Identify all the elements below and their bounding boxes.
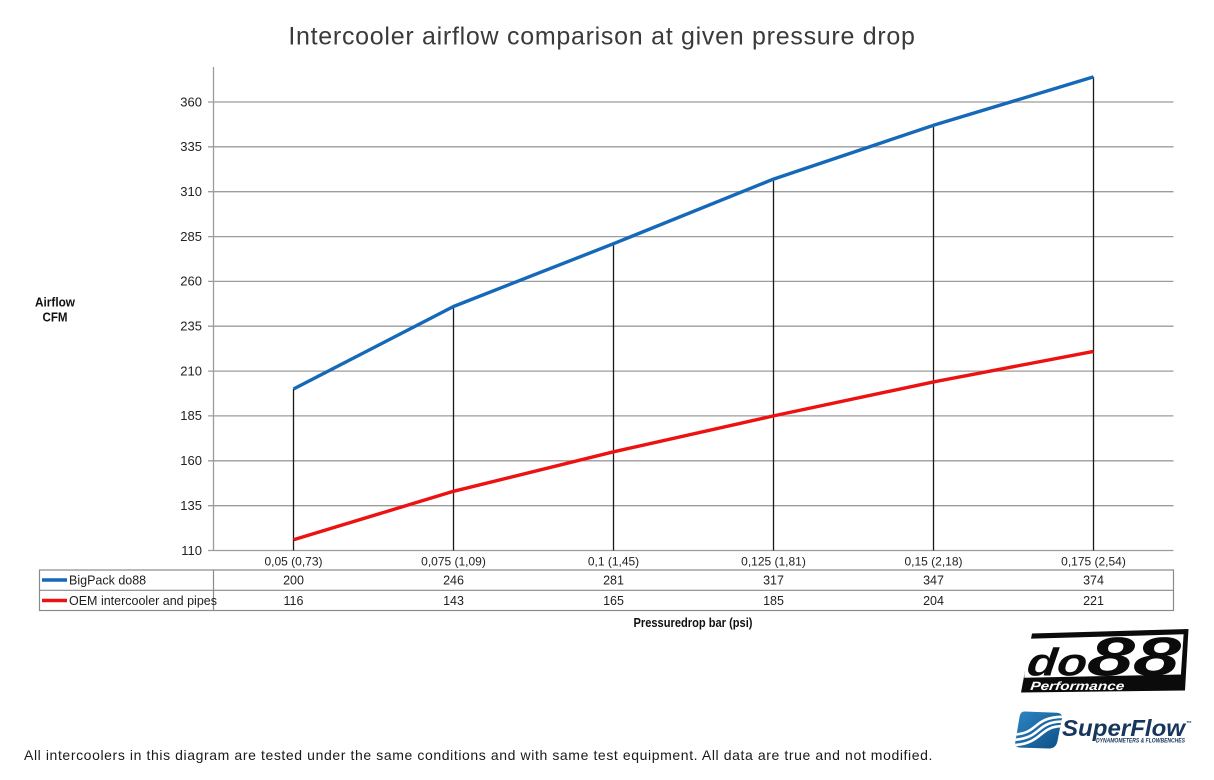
svg-text:246: 246	[443, 573, 464, 587]
svg-text:0,1 (1,45): 0,1 (1,45)	[588, 555, 639, 569]
svg-text:DYNAMOMETERS & FLOWBENCHES: DYNAMOMETERS & FLOWBENCHES	[1096, 737, 1186, 744]
svg-text:BigPack do88: BigPack do88	[69, 573, 146, 587]
svg-text:260: 260	[180, 274, 202, 289]
svg-text:SuperFlow: SuperFlow	[1062, 715, 1187, 741]
svg-text:360: 360	[180, 94, 202, 109]
svg-text:0,15 (2,18): 0,15 (2,18)	[904, 555, 962, 569]
svg-text:335: 335	[180, 139, 202, 154]
svg-text:All intercoolers in this diagr: All intercoolers in this diagram are tes…	[24, 747, 933, 763]
svg-text:143: 143	[443, 594, 464, 608]
svg-text:374: 374	[1083, 573, 1104, 587]
svg-text:CFM: CFM	[43, 310, 68, 325]
svg-text:116: 116	[284, 594, 304, 608]
svg-text:88: 88	[1085, 626, 1184, 688]
svg-text:0,05 (0,73): 0,05 (0,73)	[264, 555, 322, 569]
svg-text:do: do	[1025, 642, 1090, 685]
svg-text:185: 185	[180, 408, 202, 423]
svg-text:Pressuredrop bar (psi): Pressuredrop bar (psi)	[634, 615, 753, 630]
svg-text:347: 347	[923, 573, 944, 587]
svg-text:Airflow: Airflow	[35, 295, 76, 310]
svg-text:0,125 (1,81): 0,125 (1,81)	[741, 555, 806, 569]
svg-text:221: 221	[1083, 594, 1104, 608]
svg-text:310: 310	[180, 184, 202, 199]
svg-text:0,175 (2,54): 0,175 (2,54)	[1061, 555, 1126, 569]
svg-text:160: 160	[180, 453, 202, 468]
svg-text:™: ™	[1186, 720, 1192, 727]
svg-text:200: 200	[283, 573, 304, 587]
svg-text:210: 210	[180, 363, 202, 378]
svg-text:204: 204	[923, 594, 944, 608]
svg-text:110: 110	[181, 543, 202, 558]
svg-text:Intercooler airflow comparison: Intercooler airflow comparison at given …	[288, 22, 915, 50]
svg-text:0,075 (1,09): 0,075 (1,09)	[421, 555, 486, 569]
svg-text:OEM intercooler and pipes: OEM intercooler and pipes	[69, 594, 217, 608]
svg-text:135: 135	[180, 498, 202, 513]
svg-text:281: 281	[603, 573, 624, 587]
svg-text:285: 285	[180, 229, 202, 244]
svg-text:317: 317	[763, 573, 784, 587]
svg-text:Performance: Performance	[1030, 679, 1126, 693]
svg-text:185: 185	[763, 594, 784, 608]
svg-text:165: 165	[603, 594, 624, 608]
svg-text:235: 235	[180, 319, 202, 334]
